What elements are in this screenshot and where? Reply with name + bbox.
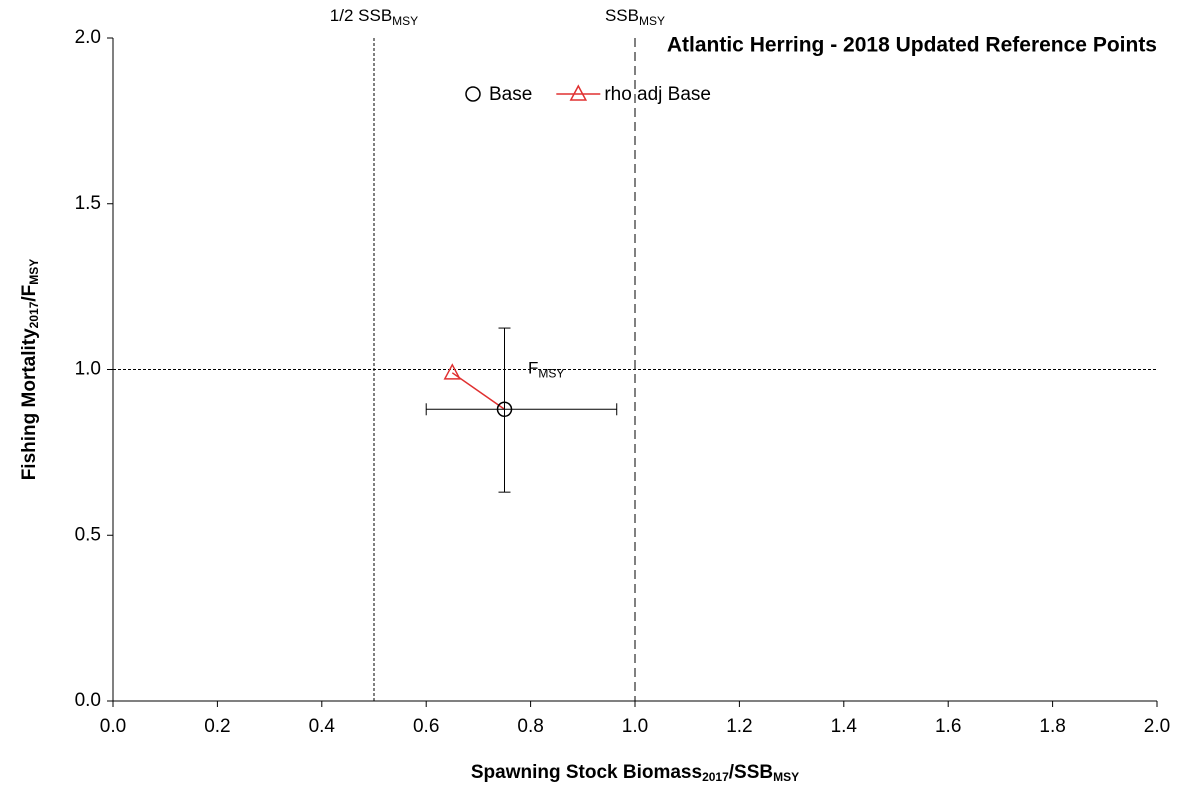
subscript: MSY <box>392 14 418 28</box>
reference-label: SSBMSY <box>605 6 665 28</box>
subscript: MSY <box>538 367 564 381</box>
x-tick-label: 2.0 <box>1144 716 1170 737</box>
subscript: MSY <box>773 770 799 784</box>
legend-marker <box>569 84 588 101</box>
y-tick-label: 0.0 <box>75 690 101 711</box>
subscript: 2017 <box>702 770 729 784</box>
x-tick-label: 0.2 <box>204 716 230 737</box>
label-part: Spawning Stock Biomass <box>471 762 702 783</box>
y-tick-label: 1.0 <box>75 359 101 380</box>
x-axis-title: Spawning Stock Biomass2017/SSBMSY <box>471 762 799 784</box>
subscript: MSY <box>639 14 665 28</box>
reference-label: FMSY <box>528 359 564 381</box>
label-part: /F <box>19 285 40 302</box>
x-tick-label: 1.0 <box>622 716 648 737</box>
point <box>443 363 462 380</box>
legend-marker <box>465 86 481 102</box>
x-tick-label: 0.6 <box>413 716 439 737</box>
label-part: 1/2 SSB <box>330 6 392 25</box>
x-tick-label: 0.4 <box>309 716 336 737</box>
x-tick-label: 1.2 <box>726 716 752 737</box>
legend-label: Base <box>489 84 532 105</box>
x-tick-label: 0.8 <box>517 716 543 737</box>
y-tick-label: 0.5 <box>75 524 101 545</box>
x-tick-label: 1.6 <box>935 716 961 737</box>
series-line <box>451 372 505 410</box>
chart-title: Atlantic Herring - 2018 Updated Referenc… <box>667 34 1157 57</box>
subscript: 2017 <box>27 301 41 328</box>
y-tick-label: 2.0 <box>75 27 101 48</box>
x-tick-label: 0.0 <box>100 716 126 737</box>
label-part: /SSB <box>729 762 773 783</box>
y-axis-title: Fishing Mortality2017/FMSY <box>19 259 41 481</box>
label-part: Fishing Mortality <box>19 328 40 480</box>
label-part: SSB <box>605 6 639 25</box>
reference-label: 1/2 SSBMSY <box>330 6 418 28</box>
y-tick-label: 1.5 <box>75 193 101 214</box>
label-part: F <box>528 359 538 378</box>
x-tick-label: 1.8 <box>1039 716 1065 737</box>
subscript: MSY <box>27 259 41 285</box>
point <box>496 401 513 418</box>
legend-label: rho adj Base <box>604 84 711 105</box>
x-tick-label: 1.4 <box>831 716 858 737</box>
